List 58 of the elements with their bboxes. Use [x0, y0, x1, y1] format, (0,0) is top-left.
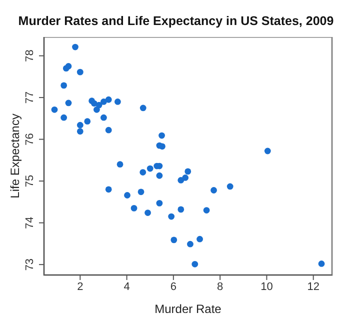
- point: [140, 104, 146, 112]
- point: [318, 260, 325, 267]
- x-tick-label: 6: [170, 280, 176, 293]
- point: [264, 148, 271, 154]
- point: [76, 68, 84, 76]
- point: [114, 98, 121, 105]
- point: [178, 206, 184, 213]
- y-tick-label: 74: [24, 216, 36, 229]
- point: [159, 143, 166, 150]
- point: [210, 187, 217, 194]
- point: [105, 96, 112, 103]
- point: [187, 240, 194, 248]
- point: [60, 114, 68, 121]
- point: [140, 169, 146, 176]
- point: [76, 122, 84, 128]
- point: [170, 236, 178, 244]
- point: [94, 106, 100, 113]
- point: [124, 192, 130, 198]
- y-tick-label: 77: [24, 91, 36, 104]
- point: [76, 128, 84, 135]
- point: [100, 114, 107, 121]
- point: [105, 126, 112, 134]
- point: [65, 63, 72, 70]
- x-tick-label: 8: [217, 280, 224, 293]
- point: [196, 236, 203, 242]
- point: [130, 204, 138, 212]
- y-tick-label: 73: [24, 258, 36, 271]
- point: [60, 82, 68, 89]
- x-tick-label: 4: [124, 280, 130, 293]
- point: [51, 106, 58, 113]
- point: [158, 132, 165, 139]
- point: [100, 98, 107, 105]
- point: [184, 168, 192, 175]
- y-tick-label: 76: [24, 133, 36, 146]
- point: [182, 174, 189, 181]
- x-axis-title: Murder Rate: [154, 302, 222, 316]
- chart-title: Murder Rates and Life Expectancy in US States, 2009: [17, 13, 335, 30]
- y-axis-title: Life Expectancy: [8, 114, 22, 198]
- point: [203, 207, 210, 214]
- x-tick-label: 2: [77, 280, 84, 293]
- x-tick-label: 12: [307, 280, 320, 293]
- point: [105, 186, 112, 193]
- point: [144, 210, 151, 216]
- point: [138, 188, 144, 196]
- point: [156, 172, 163, 179]
- y-tick-label: 78: [24, 50, 36, 62]
- point: [146, 165, 154, 172]
- point: [72, 44, 78, 50]
- y-tick-label: 75: [24, 174, 36, 188]
- point: [192, 260, 198, 268]
- point: [90, 100, 98, 107]
- point: [116, 161, 124, 168]
- point: [65, 100, 72, 106]
- point: [84, 118, 91, 125]
- point: [226, 183, 234, 190]
- point: [168, 213, 175, 220]
- x-tick-label: 10: [260, 280, 273, 293]
- point: [156, 200, 163, 206]
